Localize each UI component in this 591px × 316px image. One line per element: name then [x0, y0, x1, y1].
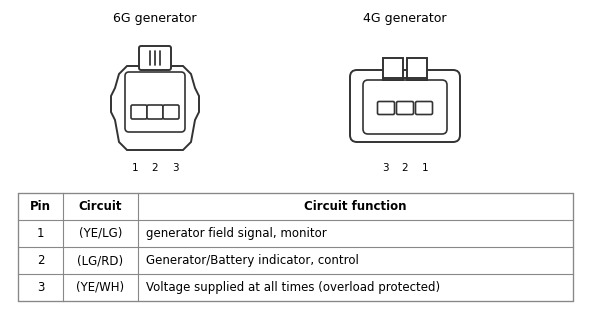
Text: Circuit: Circuit: [79, 200, 122, 213]
FancyBboxPatch shape: [378, 101, 395, 114]
Text: Generator/Battery indicator, control: Generator/Battery indicator, control: [146, 254, 359, 267]
Text: Circuit function: Circuit function: [304, 200, 407, 213]
Bar: [407, 58, 427, 80]
Bar: [18, 193, 573, 301]
FancyBboxPatch shape: [363, 80, 447, 134]
Text: 1: 1: [422, 163, 428, 173]
FancyBboxPatch shape: [397, 101, 414, 114]
FancyBboxPatch shape: [139, 46, 171, 70]
FancyBboxPatch shape: [415, 101, 433, 114]
FancyBboxPatch shape: [163, 105, 179, 119]
Text: (LG/RD): (LG/RD): [77, 254, 124, 267]
Text: 3: 3: [172, 163, 178, 173]
Text: 2: 2: [152, 163, 158, 173]
Polygon shape: [111, 66, 199, 150]
Bar: [383, 58, 403, 80]
FancyBboxPatch shape: [147, 105, 163, 119]
Text: Pin: Pin: [30, 200, 51, 213]
Text: 2: 2: [402, 163, 408, 173]
Text: 4G generator: 4G generator: [363, 12, 447, 25]
Text: generator field signal, monitor: generator field signal, monitor: [146, 227, 327, 240]
Text: (YE/LG): (YE/LG): [79, 227, 122, 240]
Text: 1: 1: [132, 163, 138, 173]
FancyBboxPatch shape: [131, 105, 147, 119]
Text: 3: 3: [37, 281, 44, 294]
Text: Voltage supplied at all times (overload protected): Voltage supplied at all times (overload …: [146, 281, 440, 294]
Text: 2: 2: [37, 254, 44, 267]
Text: 6G generator: 6G generator: [113, 12, 197, 25]
FancyBboxPatch shape: [125, 72, 185, 132]
FancyBboxPatch shape: [350, 70, 460, 142]
Text: 3: 3: [382, 163, 388, 173]
Text: 1: 1: [37, 227, 44, 240]
Text: (YE/WH): (YE/WH): [76, 281, 125, 294]
